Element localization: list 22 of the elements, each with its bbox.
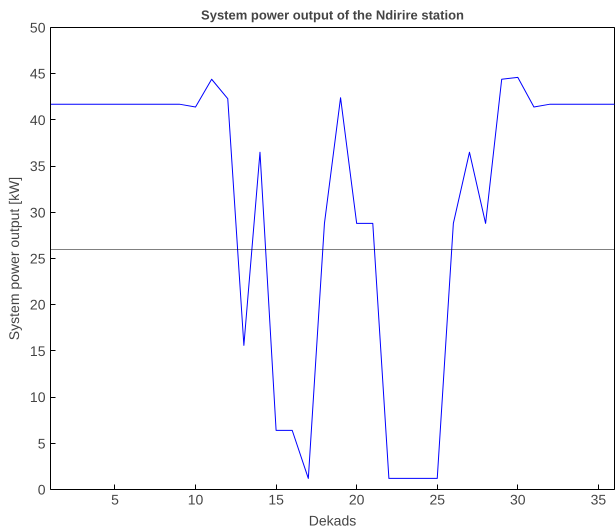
chart-title: System power output of the Ndirire station — [201, 8, 464, 22]
y-axis-title: System power output [kW] — [6, 176, 22, 340]
x-tick-label: 10 — [188, 492, 204, 508]
x-tick-label: 25 — [429, 492, 446, 508]
y-tick-label: 5 — [38, 435, 46, 452]
y-tick-label: 30 — [30, 204, 46, 220]
y-tick-label: 0 — [38, 482, 46, 498]
line-series — [50, 76, 614, 479]
x-axis-title: Dekads — [308, 512, 356, 528]
y-tick-label: 20 — [30, 296, 46, 313]
x-tick-label: 20 — [348, 492, 365, 508]
x-tick-label: 35 — [590, 492, 606, 508]
y-tick-label: 45 — [30, 66, 46, 82]
y-tick-label: 25 — [30, 250, 46, 266]
x-tick-label: 15 — [268, 492, 284, 508]
x-tick-label: 30 — [510, 492, 526, 508]
y-tick-label: 10 — [30, 389, 46, 406]
y-tick-label: 40 — [30, 112, 46, 128]
y-tick-label: 50 — [30, 20, 46, 36]
y-tick-label: 15 — [30, 342, 46, 359]
x-tick-label: 5 — [111, 492, 120, 508]
y-tick-label: 35 — [30, 158, 46, 174]
